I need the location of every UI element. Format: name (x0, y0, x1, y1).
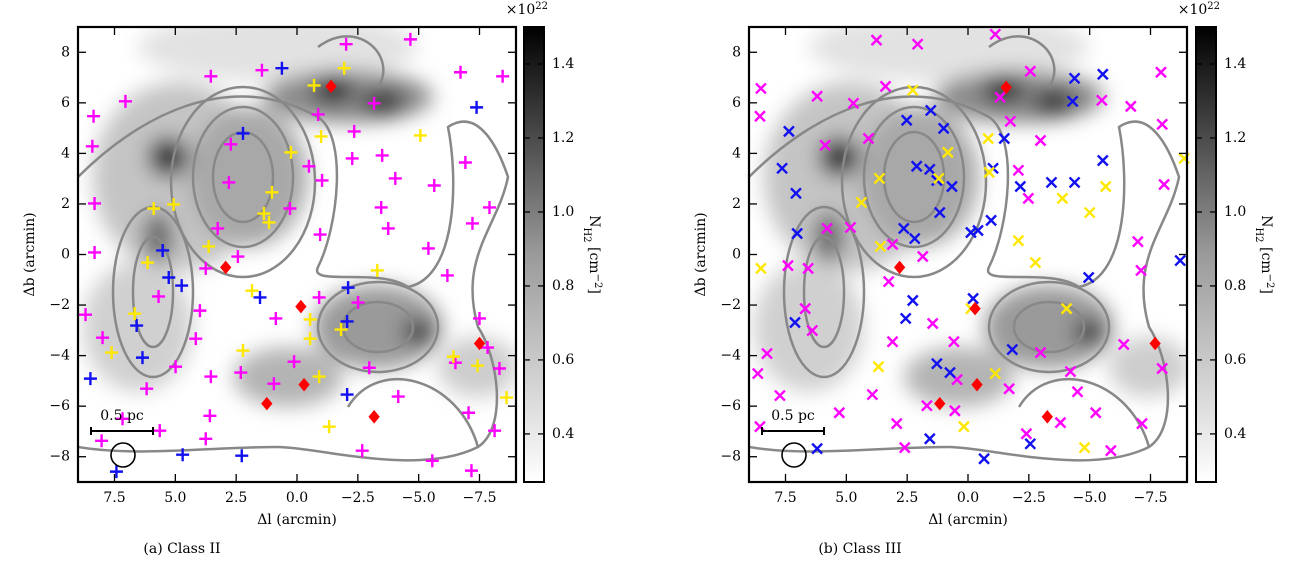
x-tick-label: 5.0 (164, 490, 186, 506)
colorbar-tick-label: 0.8 (552, 278, 574, 294)
caption: (b) Class III (818, 541, 901, 557)
colorbar-tick-label: 0.4 (1224, 426, 1246, 442)
y-tick-label: −8 (49, 449, 70, 465)
y-tick-label: −4 (720, 348, 741, 364)
y-tick-label: 8 (61, 44, 70, 60)
x-tick-label: 7.5 (103, 490, 125, 506)
colorbar-label-part: H2 (582, 227, 593, 242)
y-tick-label: 0 (732, 247, 741, 263)
colorbar-tick-label: 0.6 (552, 352, 574, 368)
y-tick-label: 4 (61, 145, 70, 161)
exponent-part: ×10 (506, 2, 536, 18)
colorbar-label-part: N (1258, 215, 1274, 227)
x-tick-label: 5.0 (835, 490, 857, 506)
colorbar-tick-label: 1.4 (552, 56, 574, 72)
x-tick-label: 0.0 (957, 490, 979, 506)
colorbar-label-part: ] (586, 288, 602, 293)
x-tick-label: −2.5 (341, 490, 375, 506)
colorbar (524, 27, 544, 482)
x-tick-label: 7.5 (774, 490, 796, 506)
y-axis-label: Δb (arcmin) (22, 212, 38, 296)
x-tick-label: 2.5 (225, 490, 247, 506)
y-tick-label: 2 (732, 196, 741, 212)
colorbar-tick-label: 1.0 (1224, 204, 1246, 220)
y-tick-label: −6 (720, 398, 741, 414)
colorbar-tick-label: 1.2 (552, 130, 574, 146)
colorbar-tick-label: 1.0 (552, 204, 574, 220)
colorbar (1196, 27, 1216, 482)
y-axis-label: Δb (arcmin) (693, 212, 709, 296)
colorbar-tick-label: 0.8 (1224, 278, 1246, 294)
y-tick-label: 6 (61, 95, 70, 111)
colorbar-tick-label: 0.6 (1224, 352, 1246, 368)
colorbar-label-part: N (586, 215, 602, 227)
y-tick-label: 4 (732, 145, 741, 161)
exponent-part: 22 (535, 1, 548, 12)
x-axis-label: Δl (arcmin) (928, 512, 1008, 528)
colorbar-label-part: ] (1258, 288, 1274, 293)
y-tick-label: −2 (720, 297, 741, 313)
colorbar-label-part: H2 (1254, 227, 1265, 242)
x-tick-label: −7.5 (463, 490, 497, 506)
x-tick-label: −2.5 (1012, 490, 1046, 506)
colorbar-label-part: [cm (586, 243, 602, 274)
page: 7.5 5.0 2.5 0.0 −2.5 −5.0 −7.5 −8 −6 −4 −2 0 2 4 6 8 Δl … (0, 0, 1290, 575)
colorbar-tick-label: 1.2 (1224, 130, 1246, 146)
caption: (a) Class II (143, 541, 220, 557)
y-tick-label: −6 (49, 398, 70, 414)
scale-bar-label: 0.5 pc (100, 408, 144, 424)
colorbar-tick-label: 1.4 (1224, 56, 1246, 72)
y-tick-label: −8 (720, 449, 741, 465)
colorbar-label-part: −2 (593, 274, 604, 289)
x-tick-label: −5.0 (1073, 490, 1107, 506)
colorbar-tick-label: 0.4 (552, 426, 574, 442)
y-tick-label: 0 (61, 247, 70, 263)
figure: 7.5 5.0 2.5 0.0 −2.5 −5.0 −7.5 −8 −6 −4 −2 0 2 4 6 8 Δl … (0, 0, 1290, 575)
exponent-part: ×10 (1178, 2, 1208, 18)
x-tick-label: 0.0 (286, 490, 308, 506)
y-tick-label: 6 (732, 95, 741, 111)
x-axis-label: Δl (arcmin) (257, 512, 337, 528)
exponent-part: 22 (1207, 1, 1220, 12)
colorbar-label-part: −2 (1265, 274, 1276, 289)
y-tick-label: 8 (732, 44, 741, 60)
y-tick-label: −2 (49, 297, 70, 313)
y-tick-label: 2 (61, 196, 70, 212)
scale-bar-label: 0.5 pc (771, 408, 815, 424)
x-tick-label: −5.0 (402, 490, 436, 506)
y-tick-label: −4 (49, 348, 70, 364)
colorbar-label-part: [cm (1258, 243, 1274, 274)
x-tick-label: 2.5 (896, 490, 918, 506)
x-tick-label: −7.5 (1134, 490, 1168, 506)
